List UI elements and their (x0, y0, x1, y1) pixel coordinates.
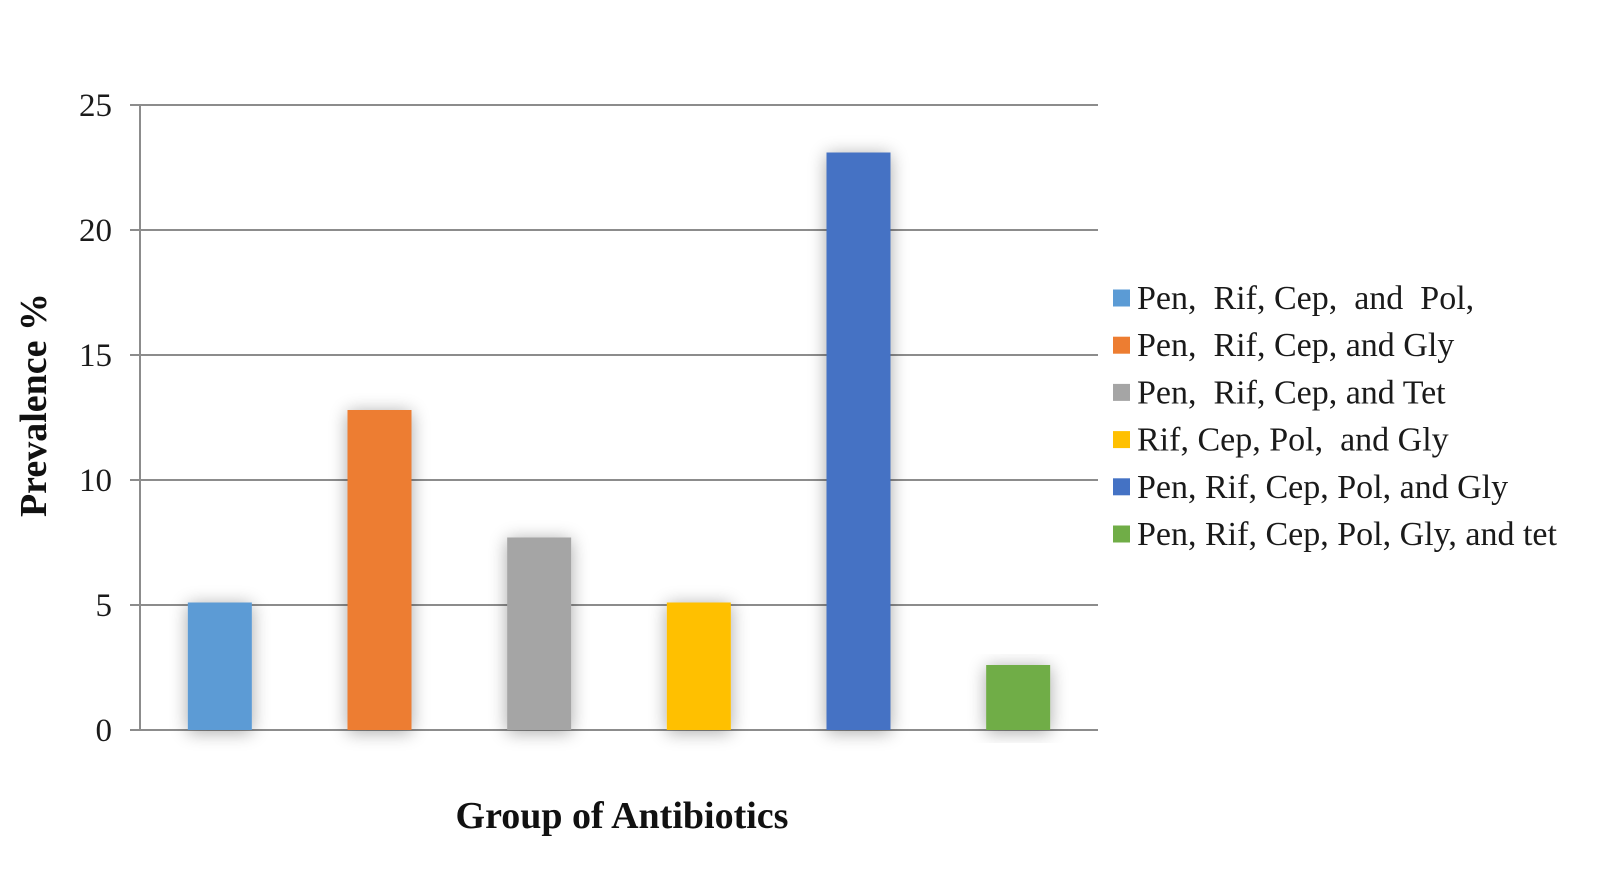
bar (347, 410, 412, 730)
gridlines (130, 104, 1098, 731)
legend-swatch (1113, 478, 1130, 496)
y-tick-label: 20 (79, 213, 112, 249)
bars (187, 152, 1051, 730)
y-axis-title: Prevalence % (13, 293, 55, 517)
legend-swatch (1113, 383, 1130, 401)
legend-swatch (1113, 525, 1130, 543)
y-tick-label: 25 (79, 88, 112, 124)
x-axis-title: Group of Antibiotics (456, 795, 789, 837)
legend: Pen, Rif, Cep, and Pol, Pen, Rif, Cep, an… (1113, 280, 1557, 553)
y-tick-label: 0 (96, 713, 113, 749)
legend-label: Pen, Rif, Cep, Pol, Gly, and tet (1137, 516, 1557, 553)
legend-swatch (1113, 289, 1130, 307)
y-tick-label: 10 (79, 463, 112, 499)
legend-label: Pen, Rif, Cep, and Tet (1137, 374, 1446, 411)
bar (507, 537, 572, 730)
legend-swatch (1113, 336, 1130, 354)
bar (986, 665, 1051, 730)
y-tick-label: 15 (79, 338, 112, 374)
y-axis-ticks: 0 5 10 15 20 25 (79, 88, 112, 749)
y-tick-label: 5 (96, 588, 113, 624)
legend-label: Pen, Rif, Cep, Pol, and Gly (1137, 469, 1508, 506)
legend-swatch (1113, 431, 1130, 449)
bar (826, 152, 891, 730)
legend-label: Rif, Cep, Pol, and Gly (1137, 422, 1449, 459)
legend-label: Pen, Rif, Cep, and Gly (1137, 327, 1454, 364)
legend-label: Pen, Rif, Cep, and Pol, (1137, 280, 1474, 317)
bar (187, 602, 252, 730)
bar (666, 602, 731, 730)
